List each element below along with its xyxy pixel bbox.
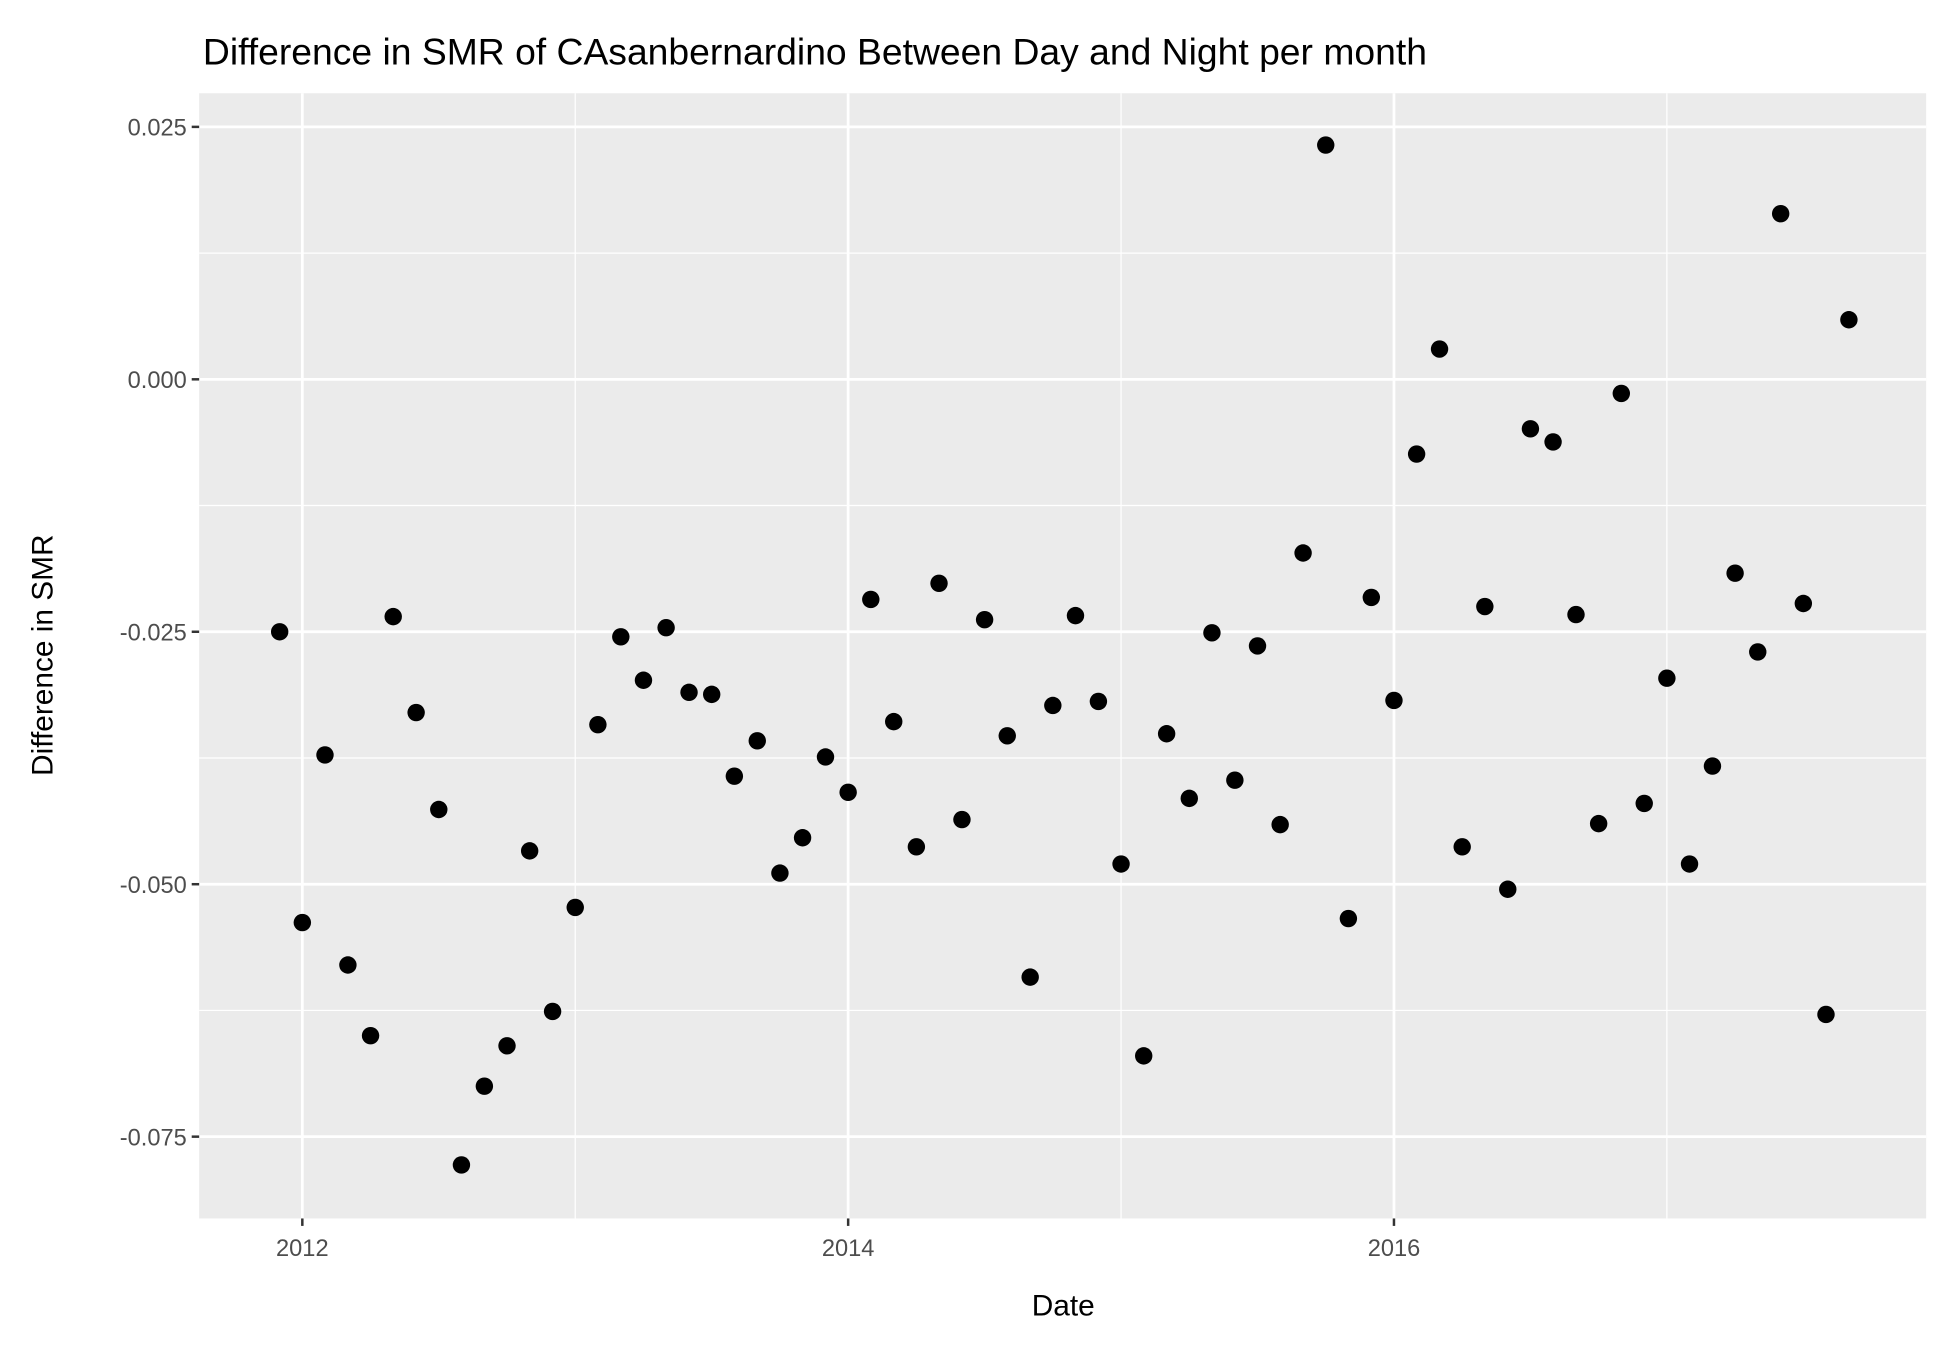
point [1453,838,1471,856]
x-tick-label: 2016 [1368,1236,1421,1262]
point [1749,643,1767,661]
point [793,829,812,847]
point [1817,1005,1835,1024]
point [1089,692,1108,711]
point [1680,855,1699,873]
grid [199,93,1927,1219]
point [293,913,312,932]
point [1407,445,1426,463]
chart-title: Difference in SMR of CAsanbernardino Bet… [203,31,1427,73]
point [1135,1047,1153,1065]
point [702,685,721,704]
point [725,767,744,785]
point [1226,771,1244,789]
point [612,628,630,646]
point [1294,544,1312,562]
y-tick-label: 0.025 [128,116,187,142]
point [1044,696,1062,715]
point [907,838,926,856]
point [589,715,607,734]
point [452,1156,471,1174]
point [316,746,334,764]
panel [199,93,1927,1219]
x-axis-title: Date [1032,1289,1095,1322]
point [1658,669,1676,687]
x-tick-label: 2012 [276,1236,329,1262]
y-tick-label: -0.075 [120,1125,187,1151]
point [566,898,584,917]
point [1771,205,1790,223]
x-tick-label: 2014 [822,1236,875,1262]
point [1021,968,1039,986]
point [1794,594,1813,613]
point [1339,909,1358,928]
point [1385,691,1403,710]
point [430,800,448,819]
point [975,610,994,629]
point [953,810,971,829]
point [475,1077,494,1095]
point [498,1037,516,1055]
point [339,956,357,974]
point [1589,814,1608,833]
point [1499,880,1517,898]
point [1726,564,1744,582]
point [816,748,835,766]
point [520,842,539,860]
point [748,732,766,750]
point [1521,420,1540,438]
y-tick-label: -0.025 [120,620,187,646]
point [1567,605,1585,624]
point [1612,384,1631,403]
point [1271,815,1289,834]
point [885,712,903,731]
point [862,590,880,609]
point [1066,606,1085,625]
point [680,683,698,702]
point [1112,855,1130,873]
point [1430,340,1449,358]
point [407,703,425,722]
point [1703,757,1722,775]
point [1203,624,1221,642]
point [771,864,789,882]
point [361,1026,380,1045]
point [1180,789,1198,808]
point [1544,433,1562,451]
point [270,623,289,641]
point [657,619,675,637]
y-tick-label: -0.050 [120,873,187,899]
point [1248,637,1267,655]
point [1635,794,1653,813]
point [543,1002,562,1021]
point [1157,725,1176,743]
point [1362,588,1381,607]
y-tick-label: 0.000 [128,368,187,394]
point [384,607,402,626]
point [930,574,948,593]
y-axis-title: Difference in SMR [26,534,59,775]
point [1317,136,1335,154]
point [998,727,1016,745]
point [1840,311,1858,329]
point [634,671,653,689]
point [839,783,857,802]
point [1476,597,1494,616]
points [270,136,1858,1174]
